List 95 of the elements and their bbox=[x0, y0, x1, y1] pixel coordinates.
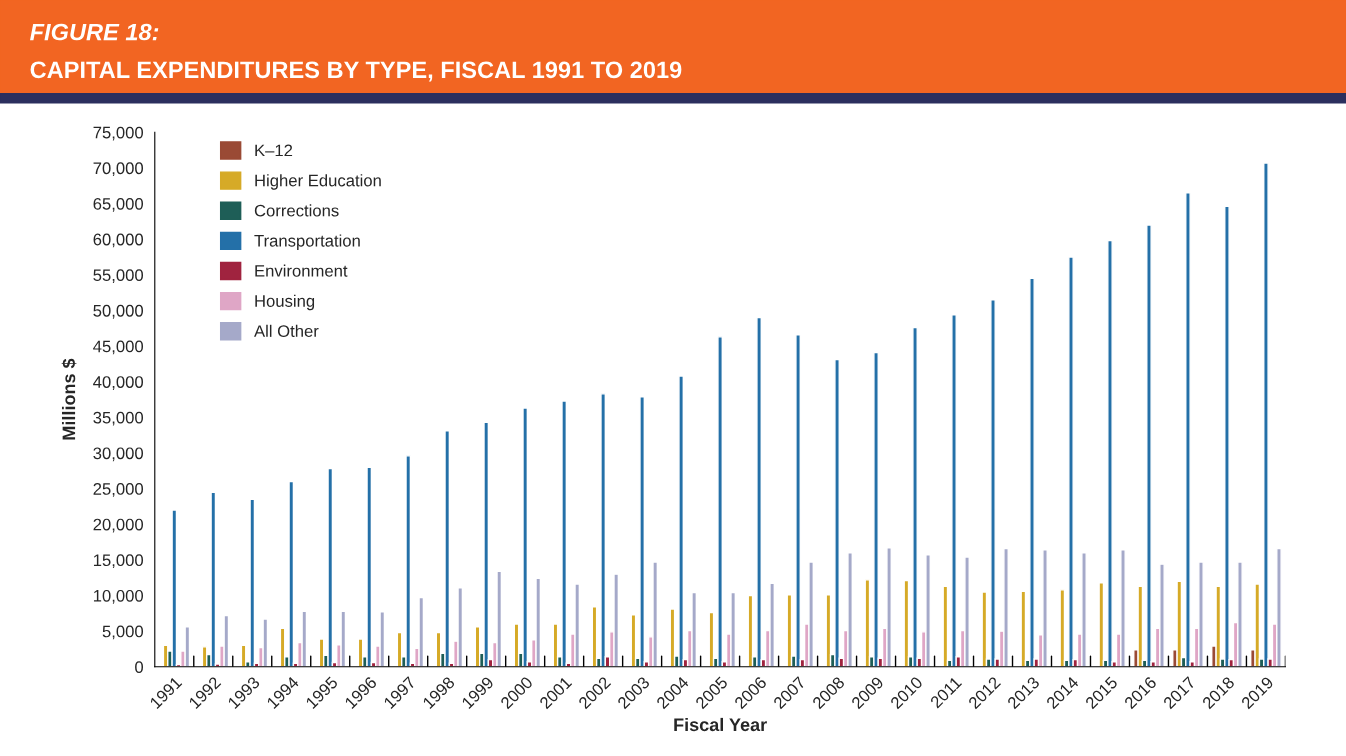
y-tick-label: 55,000 bbox=[93, 269, 144, 283]
bar bbox=[834, 358, 840, 667]
bar bbox=[1003, 547, 1009, 667]
bar bbox=[1107, 239, 1113, 667]
bar bbox=[1059, 589, 1066, 667]
bar bbox=[1098, 582, 1105, 667]
bar bbox=[405, 455, 412, 667]
bar bbox=[483, 421, 490, 667]
bar bbox=[171, 509, 178, 667]
bar bbox=[1198, 561, 1204, 667]
bar bbox=[366, 466, 373, 667]
y-tick-label: 30,000 bbox=[93, 447, 144, 462]
bar bbox=[210, 491, 217, 667]
bar bbox=[223, 614, 230, 667]
bar bbox=[496, 570, 503, 667]
y-tick-label: 20,000 bbox=[93, 518, 144, 533]
legend-label: All Other bbox=[254, 324, 319, 338]
bar bbox=[1042, 549, 1048, 667]
legend-label: Housing bbox=[255, 294, 315, 311]
bar bbox=[379, 611, 386, 667]
y-tick-label: 75,000 bbox=[93, 126, 144, 141]
bar bbox=[1146, 224, 1152, 667]
bar bbox=[925, 554, 931, 667]
bar bbox=[249, 498, 256, 667]
bar bbox=[942, 585, 949, 667]
y-tick-label: 40,000 bbox=[93, 376, 144, 390]
y-axis-title: Millions $ bbox=[61, 358, 77, 440]
bar bbox=[951, 314, 957, 667]
bar bbox=[1137, 585, 1144, 667]
bar bbox=[301, 610, 308, 667]
bar bbox=[1185, 192, 1191, 667]
bar bbox=[639, 396, 646, 667]
bar bbox=[535, 577, 542, 667]
chart-title: FIGURE 18: bbox=[30, 23, 159, 41]
bar bbox=[1020, 590, 1027, 667]
bar bbox=[873, 351, 879, 667]
bar bbox=[886, 547, 892, 667]
bar bbox=[522, 407, 529, 667]
bar bbox=[1276, 547, 1282, 667]
bar bbox=[1215, 585, 1222, 667]
bar bbox=[1120, 549, 1126, 667]
bar bbox=[600, 393, 607, 667]
bar bbox=[418, 596, 425, 667]
bar bbox=[717, 336, 723, 667]
bar bbox=[340, 610, 347, 667]
bar bbox=[756, 316, 762, 667]
chart-subtitle: CAPITAL EXPENDITURES BY TYPE, FISCAL 1991 TO 2019 bbox=[30, 61, 682, 82]
y-tick-label: 65,000 bbox=[93, 197, 144, 212]
bar bbox=[903, 579, 910, 667]
bar bbox=[1263, 162, 1269, 667]
bar bbox=[1081, 552, 1087, 667]
y-tick-label: 10,000 bbox=[93, 589, 144, 604]
bar bbox=[1068, 256, 1074, 667]
bar bbox=[1224, 205, 1230, 667]
bar bbox=[678, 375, 684, 667]
bar bbox=[327, 467, 334, 667]
y-tick-label: 0 bbox=[135, 661, 144, 673]
y-tick-label: 15,000 bbox=[93, 554, 144, 569]
legend-label: K–12 bbox=[255, 144, 293, 157]
bar bbox=[1029, 277, 1035, 667]
legend-label: Corrections bbox=[254, 204, 339, 217]
bar bbox=[288, 480, 295, 667]
bar bbox=[912, 326, 918, 667]
legend-label: Environment bbox=[255, 264, 348, 277]
bar bbox=[652, 561, 659, 667]
legend-label: Higher Education bbox=[255, 174, 381, 190]
y-tick-label: 50,000 bbox=[93, 304, 144, 319]
bar bbox=[1159, 563, 1165, 667]
bar bbox=[808, 561, 814, 667]
y-tick-label: 25,000 bbox=[93, 483, 144, 497]
bar bbox=[964, 556, 970, 667]
y-tick-label: 5,000 bbox=[102, 625, 144, 640]
bar bbox=[691, 591, 698, 667]
bar bbox=[1254, 583, 1261, 667]
bar bbox=[1176, 580, 1183, 667]
bar bbox=[184, 626, 191, 667]
bar bbox=[262, 618, 269, 667]
y-tick-label: 35,000 bbox=[93, 411, 144, 426]
bar bbox=[990, 299, 996, 667]
bar bbox=[561, 400, 568, 667]
bar bbox=[457, 586, 464, 667]
bar bbox=[1237, 561, 1243, 667]
bar bbox=[981, 591, 988, 667]
bar bbox=[730, 591, 737, 667]
bar bbox=[574, 583, 581, 667]
bar bbox=[613, 573, 620, 667]
bar bbox=[847, 552, 853, 667]
y-tick-label: 60,000 bbox=[93, 233, 144, 248]
bar bbox=[444, 430, 451, 667]
legend-label: Transportation bbox=[254, 234, 360, 250]
bar bbox=[795, 333, 801, 667]
y-tick-label: 45,000 bbox=[93, 340, 144, 355]
bar bbox=[769, 582, 775, 667]
y-tick-label: 70,000 bbox=[93, 162, 144, 177]
x-axis-title: Fiscal Year bbox=[674, 717, 767, 732]
